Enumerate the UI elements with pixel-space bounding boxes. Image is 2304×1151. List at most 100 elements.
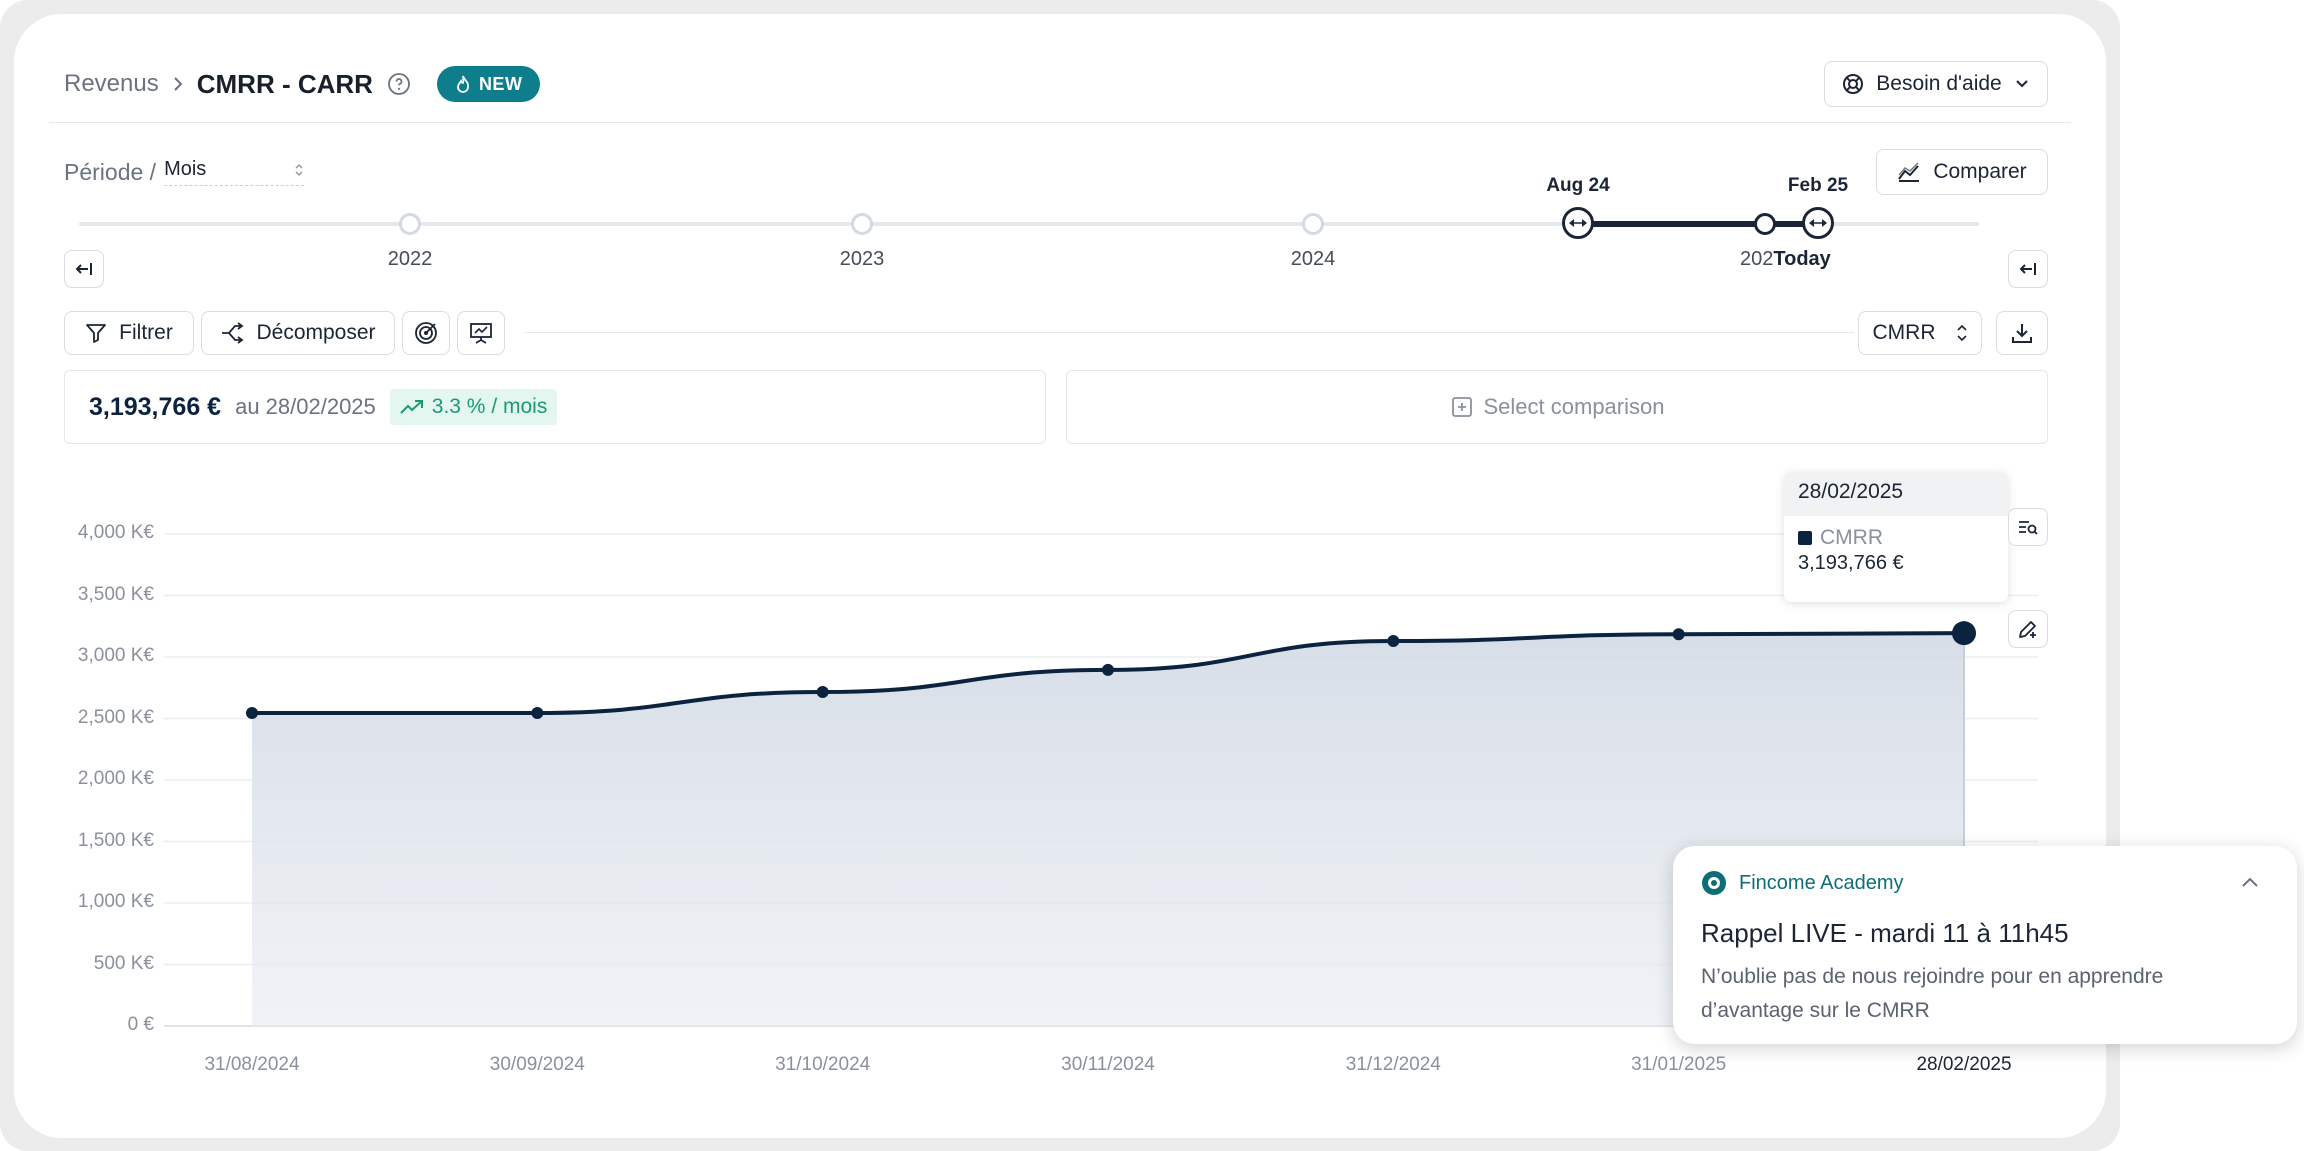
timeline-year-label: 2022 bbox=[387, 248, 433, 270]
data-point[interactable] bbox=[1387, 635, 1400, 648]
zoom-list-button[interactable] bbox=[2008, 508, 2048, 546]
growth-badge: 3.3 % / mois bbox=[389, 389, 558, 425]
page-title: CMRR - CARR bbox=[196, 68, 373, 99]
data-point[interactable] bbox=[1672, 628, 1685, 641]
y-tick-label: 500 K€ bbox=[93, 952, 154, 974]
timeline-year-dot[interactable] bbox=[399, 213, 421, 235]
period-select[interactable]: Mois bbox=[164, 158, 305, 186]
notification-body-line: N’oublie pas de nous rejoindre pour en a… bbox=[1701, 965, 2164, 988]
kpi-value: 3,193,766 € bbox=[89, 392, 222, 421]
help-button-label: Besoin d'aide bbox=[1876, 72, 2002, 95]
series-area bbox=[252, 633, 1964, 1026]
timeline-year-dot[interactable] bbox=[1302, 213, 1324, 235]
trending-up-icon bbox=[400, 400, 423, 414]
tooltip-series: CMRR bbox=[1820, 526, 1883, 549]
x-tick-label: 31/12/2024 bbox=[1345, 1054, 1441, 1075]
target-button[interactable] bbox=[402, 311, 450, 355]
academy-icon bbox=[1702, 871, 1726, 895]
lifebuoy-icon bbox=[1843, 74, 1864, 94]
x-tick-label: 30/09/2024 bbox=[489, 1054, 585, 1075]
x-tick-label: 30/11/2024 bbox=[1061, 1054, 1155, 1075]
tooltip-value: 3,193,766 € bbox=[1798, 552, 1904, 574]
timeline-start-button[interactable] bbox=[64, 250, 104, 288]
data-point[interactable] bbox=[816, 686, 829, 699]
timeline-selected-range bbox=[1577, 221, 1817, 227]
y-tick-label: 2,000 K€ bbox=[77, 768, 154, 789]
timeline-year-label-partial: 202 bbox=[1740, 248, 1774, 270]
arrow-to-start-icon bbox=[2019, 263, 2036, 275]
kpi-date: au 28/02/2025 bbox=[235, 394, 376, 419]
decompose-button[interactable]: Décomposer bbox=[201, 311, 395, 355]
metric-select-value: CMRR bbox=[1872, 321, 1936, 344]
filter-button[interactable]: Filtrer bbox=[64, 311, 194, 355]
timeline-year-label: 202 Today bbox=[1740, 248, 1831, 271]
x-tick-label: 31/10/2024 bbox=[775, 1054, 871, 1075]
filter-icon bbox=[86, 324, 107, 343]
pencil-plus-icon bbox=[2019, 621, 2036, 638]
y-tick-label: 4,000 K€ bbox=[77, 522, 154, 543]
sort-icon bbox=[295, 163, 303, 176]
y-tick-label: 2,500 K€ bbox=[77, 706, 154, 728]
new-badge: NEW bbox=[436, 66, 541, 102]
x-tick-label: 28/02/2025 bbox=[1916, 1054, 2012, 1075]
help-button[interactable]: Besoin d'aide bbox=[1824, 61, 2048, 107]
period-label: Période / bbox=[64, 158, 157, 185]
sort-icon bbox=[1956, 324, 1967, 342]
comparison-card[interactable]: Select comparison bbox=[1066, 370, 2048, 444]
compare-button-label: Comparer bbox=[1933, 160, 2027, 183]
main-card: Revenus CMRR - CARR NEW Besoin d'aide Pé… bbox=[14, 14, 2106, 1138]
drag-arrows-icon bbox=[1809, 219, 1827, 227]
comparison-placeholder: Select comparison bbox=[1483, 394, 1665, 419]
help-icon[interactable] bbox=[387, 72, 411, 96]
range-start-handle[interactable] bbox=[1562, 207, 1594, 239]
flame-icon bbox=[457, 75, 469, 93]
presentation-button[interactable] bbox=[457, 311, 505, 355]
download-button[interactable] bbox=[1996, 311, 2048, 355]
add-square-icon bbox=[1451, 397, 1472, 417]
period-value: Mois bbox=[164, 158, 207, 180]
notification-body: N’oublie pas de nous rejoindre pour en a… bbox=[1701, 960, 2163, 1028]
chart-compare-icon bbox=[1898, 162, 1920, 182]
timeline-today-label: Today bbox=[1773, 248, 1831, 270]
timeline-year-dot[interactable] bbox=[851, 213, 873, 235]
chevron-right-icon bbox=[174, 77, 183, 91]
breadcrumb: Revenus CMRR - CARR NEW bbox=[64, 66, 541, 102]
period-selector: Période / Mois bbox=[64, 158, 305, 186]
range-end-handle[interactable] bbox=[1802, 207, 1834, 239]
data-point[interactable] bbox=[1102, 663, 1114, 676]
split-icon bbox=[222, 322, 244, 344]
arrow-to-start-icon bbox=[75, 263, 92, 275]
kpi-card: 3,193,766 € au 28/02/2025 3.3 % / mois bbox=[64, 370, 1046, 444]
target-icon bbox=[415, 322, 437, 344]
y-tick-label: 1,000 K€ bbox=[77, 891, 154, 912]
annotate-button[interactable] bbox=[2008, 610, 2048, 648]
timeline-end-button[interactable] bbox=[2008, 250, 2048, 288]
tooltip-date: 28/02/2025 bbox=[1784, 472, 2008, 516]
x-tick-label: 31/01/2025 bbox=[1631, 1054, 1727, 1075]
metric-select[interactable]: CMRR bbox=[1858, 311, 1982, 355]
range-end-label: Feb 25 bbox=[1787, 175, 1849, 196]
data-point[interactable] bbox=[531, 706, 544, 719]
notification-title: Rappel LIVE - mardi 11 à 11h45 bbox=[1701, 918, 2069, 948]
window-frame: Revenus CMRR - CARR NEW Besoin d'aide Pé… bbox=[0, 0, 2120, 1151]
x-tick-label: 31/08/2024 bbox=[204, 1054, 300, 1075]
chart-tooltip: 28/02/2025 CMRR 3,193,766 € bbox=[1784, 472, 2008, 602]
range-start-label: Aug 24 bbox=[1546, 175, 1610, 196]
growth-value: 3.3 % / mois bbox=[431, 395, 548, 418]
header-divider bbox=[49, 122, 2071, 123]
presentation-icon bbox=[470, 323, 492, 344]
toolbar-divider bbox=[524, 332, 1854, 333]
y-tick-label: 3,000 K€ bbox=[77, 645, 154, 666]
y-tick-label: 1,500 K€ bbox=[77, 829, 154, 851]
compare-button[interactable]: Comparer bbox=[1876, 149, 2048, 195]
timeline-year-dot[interactable] bbox=[1754, 213, 1776, 235]
filter-button-label: Filtrer bbox=[119, 321, 173, 344]
data-point[interactable] bbox=[246, 706, 258, 719]
y-tick-label: 3,500 K€ bbox=[77, 583, 154, 605]
chevron-up-icon[interactable] bbox=[2239, 874, 2261, 890]
timeline-year-label: 2024 bbox=[1290, 248, 1336, 270]
tooltip-series-swatch bbox=[1798, 531, 1812, 545]
breadcrumb-parent[interactable]: Revenus bbox=[64, 70, 159, 97]
notification-toast[interactable]: Fincome Academy Rappel LIVE - mardi 11 à… bbox=[1673, 846, 2297, 1044]
data-point[interactable] bbox=[1952, 621, 1976, 646]
